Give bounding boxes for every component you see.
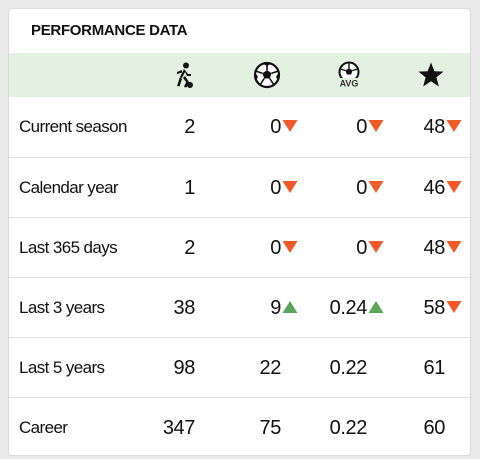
table-row: Last 365 days 2 0 0 48 xyxy=(9,217,470,277)
row-label: Last 3 years xyxy=(19,298,105,317)
stat-value: 0.22 xyxy=(329,357,368,379)
trend-up-icon xyxy=(368,278,384,338)
row-label: Last 365 days xyxy=(19,238,118,257)
avg-badge: AVG xyxy=(340,79,359,89)
stat-value: 38 xyxy=(173,297,196,319)
card-title: PERFORMANCE DATA xyxy=(31,22,188,39)
stat-value: 1 xyxy=(184,177,195,199)
trend-down-icon xyxy=(368,218,384,278)
trend-up-icon xyxy=(282,278,298,338)
trend-down-icon xyxy=(282,218,298,278)
stat-value: 9 xyxy=(270,297,281,319)
football-icon xyxy=(253,61,281,89)
stat-value: 0 xyxy=(270,237,281,259)
table-row: Career 347 75 0.22 60 xyxy=(9,397,470,455)
star-icon xyxy=(417,61,445,89)
table-row: Last 5 years 98 22 0.22 61 xyxy=(9,337,470,397)
stat-value: 0 xyxy=(356,237,367,259)
stat-value: 22 xyxy=(259,357,282,379)
row-label: Career xyxy=(19,418,68,437)
stat-value: 98 xyxy=(173,357,196,379)
performance-card: PERFORMANCE DATA xyxy=(8,8,471,456)
row-label: Last 5 years xyxy=(19,358,105,377)
stat-value: 0 xyxy=(356,116,367,138)
table-row: Last 3 years 38 9 0.24 58 xyxy=(9,277,470,337)
stat-value: 0 xyxy=(356,177,367,199)
stat-value: 60 xyxy=(423,417,446,439)
player-running-icon xyxy=(169,61,197,89)
table-body: Current season 2 0 0 48 Calendar year 1 0 0 46 Las… xyxy=(9,97,470,455)
trend-down-icon xyxy=(282,97,298,157)
stat-value: 2 xyxy=(184,237,195,259)
trend-down-icon xyxy=(368,97,384,157)
trend-down-icon xyxy=(282,158,298,218)
trend-down-icon xyxy=(368,158,384,218)
stat-value: 48 xyxy=(423,237,446,259)
trend-down-icon xyxy=(446,97,462,157)
stat-value: 61 xyxy=(423,357,446,379)
stat-value: 46 xyxy=(423,177,446,199)
row-label: Current season xyxy=(19,117,127,136)
stat-value: 75 xyxy=(259,417,282,439)
stat-value: 2 xyxy=(184,116,195,138)
trend-down-icon xyxy=(446,218,462,278)
stat-value: 48 xyxy=(423,116,446,138)
table-row: Current season 2 0 0 48 xyxy=(9,97,470,157)
trend-down-icon xyxy=(446,278,462,338)
stat-value: 347 xyxy=(162,417,196,439)
stat-value: 0 xyxy=(270,116,281,138)
football-avg-icon: AVG xyxy=(335,61,363,89)
trend-down-icon xyxy=(446,158,462,218)
row-label: Calendar year xyxy=(19,178,119,197)
table-header: AVG xyxy=(9,53,470,97)
stat-value: 0 xyxy=(270,177,281,199)
table-row: Calendar year 1 0 0 46 xyxy=(9,157,470,217)
stat-value: 58 xyxy=(423,297,446,319)
stat-value: 0.24 xyxy=(329,297,368,319)
stat-value: 0.22 xyxy=(329,417,368,439)
